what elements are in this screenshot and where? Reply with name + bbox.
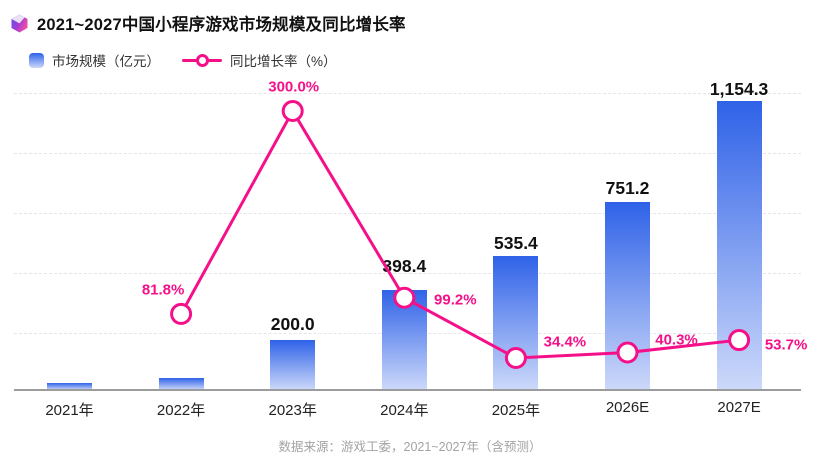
bar-2027E xyxy=(716,101,762,390)
growth-value-label: 300.0% xyxy=(268,78,320,96)
line-series-glyph xyxy=(182,52,222,68)
growth-marker-2022年 xyxy=(170,302,193,325)
gridline-1 xyxy=(14,153,801,154)
x-axis-label-2026E: 2026E xyxy=(605,399,650,416)
growth-value-label: 99.2% xyxy=(434,291,477,309)
x-axis-label-2025年: 2025年 xyxy=(491,402,541,419)
chart-header: 2021~2027中国小程序游戏市场规模及同比增长率 xyxy=(10,11,406,35)
bar-2026E xyxy=(605,202,650,390)
gridline-0 xyxy=(14,93,801,94)
legend-item-growth-rate: 同比增长率（%） xyxy=(182,50,337,70)
x-axis-line xyxy=(14,389,801,391)
bar-value-label: 1,154.3 xyxy=(709,79,769,100)
x-axis-label-2023年: 2023年 xyxy=(268,402,317,419)
page-title: 2021~2027中国小程序游戏市场规模及同比增长率 xyxy=(37,16,406,34)
line-glyph-ring xyxy=(196,54,209,67)
data-source-note: 数据来源：游戏工委，2021~2027年（含预测） xyxy=(278,440,542,454)
bar-2022年 xyxy=(158,377,204,390)
bar-2021年 xyxy=(47,383,92,390)
x-axis-label-2021年: 2021年 xyxy=(45,402,94,419)
bar-value-label: 751.2 xyxy=(605,178,650,199)
growth-value-label: 34.4% xyxy=(543,333,587,351)
bar-2025年 xyxy=(493,256,539,390)
bar-value-label: 398.4 xyxy=(382,256,427,277)
growth-line xyxy=(179,107,740,360)
bar-value-label: 535.4 xyxy=(493,233,538,254)
growth-value-label: 40.3% xyxy=(655,331,698,349)
bar-2023年 xyxy=(270,340,316,390)
x-axis-label-2022年: 2022年 xyxy=(156,402,206,419)
bar-2024年 xyxy=(381,290,427,390)
legend-item-market-size: 市场规模（亿元） xyxy=(29,50,160,70)
bar-value-label: 200.0 xyxy=(270,314,315,334)
x-axis-label-2027E: 2027E xyxy=(717,399,761,416)
x-axis-label-2024年: 2024年 xyxy=(380,402,429,419)
legend: 市场规模（亿元） 同比增长率（%） xyxy=(29,50,337,70)
growth-value-label: 53.7% xyxy=(764,336,808,354)
growth-value-label: 81.8% xyxy=(141,281,185,299)
legend-bar-label: 市场规模（亿元） xyxy=(52,54,160,69)
growth-marker-2023年 xyxy=(281,100,304,122)
gridline-2 xyxy=(14,213,801,214)
bar-series-swatch xyxy=(29,52,44,68)
gem-icon xyxy=(11,14,28,32)
legend-line-label: 同比增长率（%） xyxy=(230,54,337,69)
